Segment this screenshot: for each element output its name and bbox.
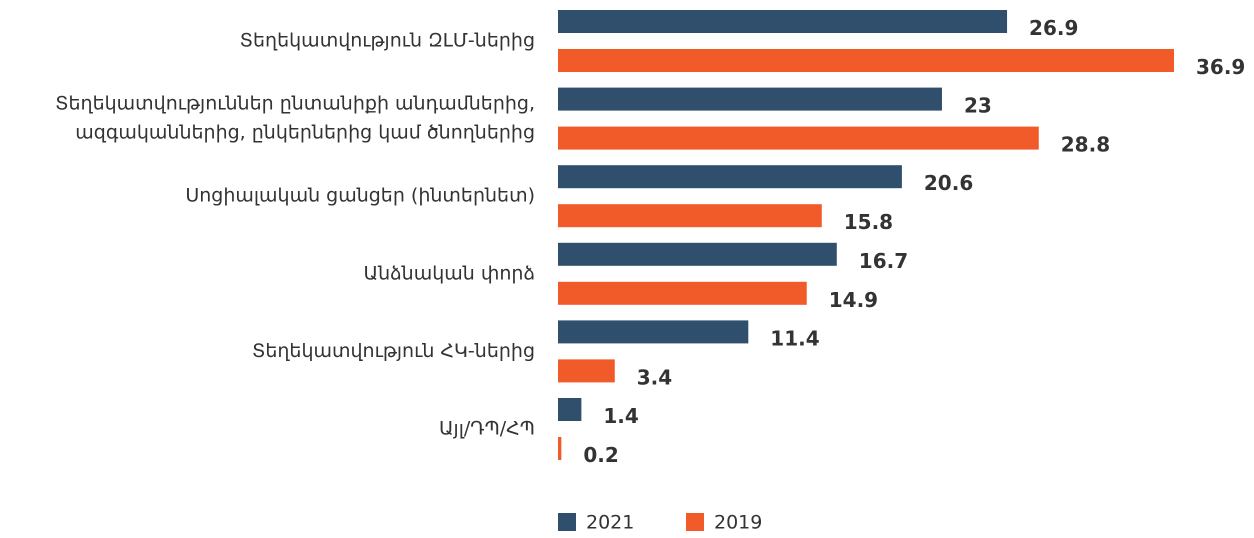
value-label: 20.6	[924, 171, 973, 195]
legend-label: 2021	[586, 512, 634, 534]
category-label: Սոցիալական ցանցեր (ինտերնետ)	[185, 185, 535, 207]
bar	[558, 49, 1174, 72]
value-label: 3.4	[637, 365, 672, 389]
bar	[558, 204, 822, 228]
value-label: 1.4	[603, 404, 638, 428]
legend-swatch	[686, 513, 704, 531]
bar	[558, 320, 749, 344]
bar	[558, 126, 1039, 150]
category-label: Անձնական փորձ	[364, 262, 535, 284]
category-label: Այլ/ԴՊ/ՀՊ	[439, 418, 535, 440]
value-label: 15.8	[844, 210, 893, 234]
bar	[558, 359, 615, 383]
bar	[558, 10, 1008, 33]
value-label: 16.7	[859, 249, 908, 273]
legend-swatch	[558, 513, 576, 531]
bar	[558, 281, 807, 305]
bar	[558, 165, 902, 189]
value-label: 11.4	[770, 326, 819, 350]
category-label: Տեղեկատվություններ ընտանիքի անդամներից,	[55, 93, 535, 115]
value-label: 28.8	[1061, 133, 1110, 157]
legend-label: 2019	[714, 512, 762, 534]
value-label: 14.9	[829, 288, 878, 312]
value-label: 26.9	[1029, 16, 1078, 40]
value-label: 23	[964, 94, 992, 118]
bar	[558, 87, 942, 111]
bar	[558, 398, 582, 421]
bar	[558, 437, 562, 460]
bar	[558, 242, 837, 266]
value-label: 36.9	[1196, 55, 1245, 79]
category-label: Տեղեկատվություն ԶԼՄ-ներից	[240, 30, 535, 52]
category-label: ազգականներից, ընկերներից կամ ծնողներից	[75, 122, 535, 144]
category-label: Տեղեկատվություն ՀԿ-ներից	[252, 340, 535, 362]
value-label: 0.2	[583, 443, 618, 467]
